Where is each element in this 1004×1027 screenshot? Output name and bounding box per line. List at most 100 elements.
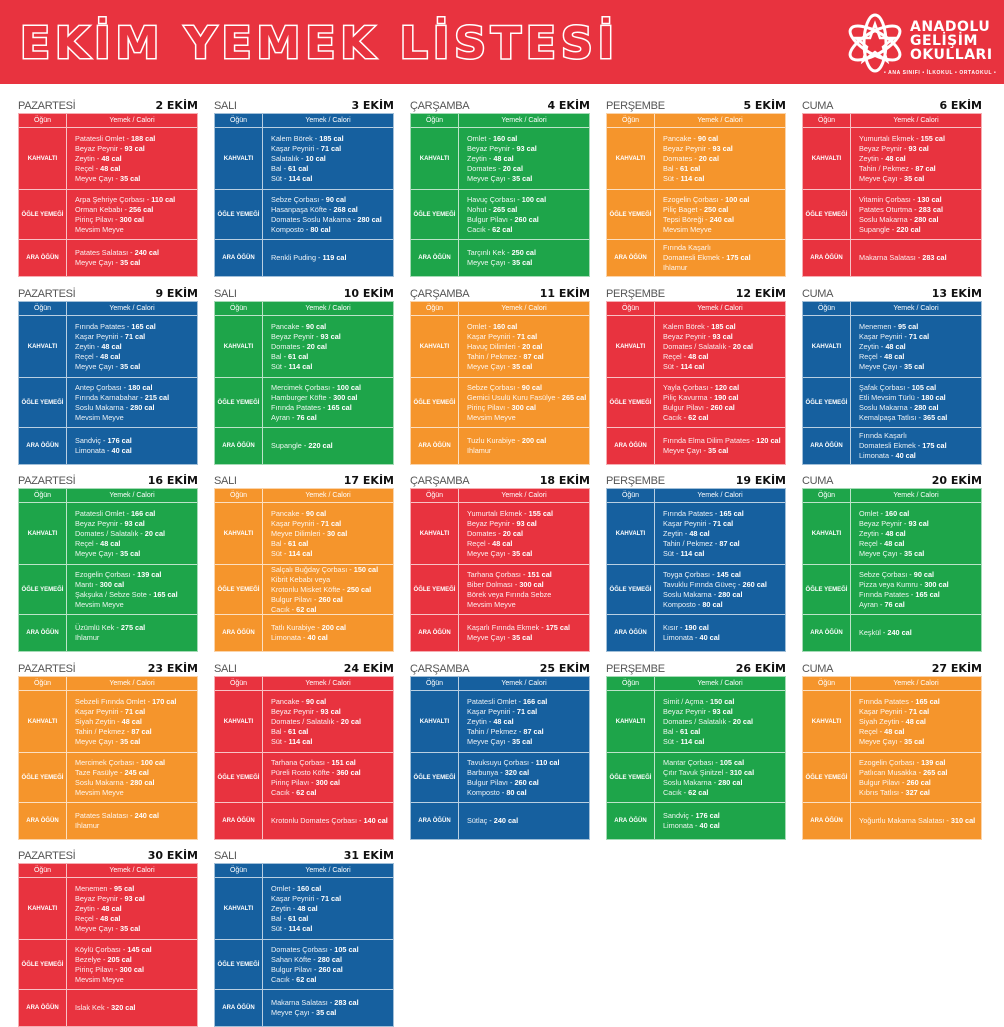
column-meal: Öğün <box>215 114 263 127</box>
food-calories: 93 cal <box>320 706 341 716</box>
separator: - <box>281 913 289 923</box>
food-name: Fırında Kaşarlı <box>859 431 907 440</box>
food-name: Süt <box>271 361 282 371</box>
separator: - <box>299 508 306 518</box>
separator: - <box>512 579 520 589</box>
separator: - <box>914 133 921 143</box>
separator: - <box>100 954 108 964</box>
snack-row: ARA ÖĞÜN Kısır - 190 cal Limonata - 40 cal <box>607 614 785 651</box>
food-calories: 139 cal <box>137 569 162 579</box>
food-item: Cacık - 62 cal <box>271 788 393 798</box>
table-header: Öğün Yemek / Calori <box>803 677 981 690</box>
separator: - <box>878 153 886 163</box>
food-calories: 90 cal <box>697 133 719 143</box>
food-calories: 48 cal <box>297 903 318 913</box>
food-calories: 280 cal <box>317 954 343 964</box>
table-header: Öğün Yemek / Calori <box>803 302 981 315</box>
food-name: Sahan Köfte <box>271 954 312 964</box>
food-item: Antep Çorbası - 180 cal <box>75 383 197 393</box>
separator: - <box>299 321 306 331</box>
food-calories: 151 cal <box>527 569 552 579</box>
food-calories: 71 cal <box>908 706 930 716</box>
snack-row: ARA ÖĞÜN Krotonlu Domates Çorbası - 140 c… <box>215 802 393 839</box>
table-header: Öğün Yemek / Calori <box>411 114 589 127</box>
food-calories: 35 cal <box>708 446 729 455</box>
food-calories: 145 cal <box>127 944 152 954</box>
food-list: Menemen - 95 cal Beyaz Peynir - 93 cal Zey… <box>67 878 197 939</box>
breakfast-row: KAHVALTI Patatesli Omlet - 166 cal Beyaz P… <box>19 502 197 564</box>
food-name: Soslu Makarna <box>663 589 712 599</box>
food-item: Meyve Çayı - 35 cal <box>75 362 197 372</box>
menu-table: Öğün Yemek / Calori KAHVALTI Menemen - 95 c… <box>802 301 982 465</box>
food-name: Reçel <box>75 538 94 548</box>
food-calories: 170 cal <box>152 696 177 706</box>
meal-label: ÖĞLE YEMEĞİ <box>803 378 851 427</box>
food-name: Limonata <box>663 821 694 830</box>
food-calories: 87 cal <box>523 351 544 361</box>
food-name: Komposto <box>663 599 696 609</box>
food-list: Ezogelin Çorbası - 100 cal Piliç Baget - … <box>655 190 785 239</box>
food-name: Kaşar Peyniri <box>663 518 707 528</box>
food-list: Makarna Salatası - 283 cal Meyve Çayı - 3… <box>263 990 393 1026</box>
separator: - <box>118 767 125 777</box>
separator: - <box>124 321 132 331</box>
menu-table: Öğün Yemek / Calori KAHVALTI Omlet - 160 ca… <box>802 488 982 652</box>
breakfast-row: KAHVALTI Pancake - 90 cal Kaşar Peyniri - … <box>215 502 393 564</box>
food-name: Pirinç Pilavı <box>75 964 114 974</box>
food-name: Piliç Baget <box>663 204 698 214</box>
food-item: Kemalpaşa Tatlısı - 365 cal <box>859 413 981 423</box>
food-item: Sebze Çorbası - 90 cal <box>467 383 589 393</box>
food-item: Beyaz Peynir - 93 cal <box>663 144 785 154</box>
food-item: Ezogelin Çorbası - 100 cal <box>663 195 785 205</box>
separator: - <box>706 331 713 341</box>
food-item: Tepsi Böreği - 240 cal <box>663 215 785 225</box>
food-name: Mevsim Meyve <box>663 224 712 234</box>
separator: - <box>315 623 322 632</box>
food-name: Renkli Puding <box>271 253 317 262</box>
food-item: Meyve Çayı - 35 cal <box>859 362 981 372</box>
food-calories: 105 cal <box>719 757 745 767</box>
food-calories: 300 cal <box>119 214 144 224</box>
food-item: Meyve Çayı - 35 cal <box>467 258 589 268</box>
separator: - <box>877 538 885 548</box>
food-name: Ezogelin Çorbası <box>75 569 131 579</box>
food-item: Pirinç Pilavı - 300 cal <box>75 965 197 975</box>
food-calories: 275 cal <box>120 623 146 632</box>
food-item: Supangle - 220 cal <box>859 225 981 235</box>
food-calories: 300 cal <box>519 579 544 589</box>
food-item: Bulgur Pilavı - 260 cal <box>271 595 393 605</box>
separator: - <box>324 757 332 767</box>
food-item: Beyaz Peynir - 93 cal <box>75 144 197 154</box>
separator: - <box>314 706 321 716</box>
meal-label: KAHVALTI <box>607 316 655 377</box>
food-item: Meyve Çayı - 35 cal <box>75 924 197 934</box>
separator: - <box>516 351 524 361</box>
food-item: Mevsim Meyve <box>75 600 197 610</box>
food-name: Kaşar Peyniri <box>859 706 903 716</box>
separator: - <box>107 883 114 893</box>
meal-label: KAHVALTI <box>411 691 459 752</box>
food-item: Omlet - 160 cal <box>467 322 589 332</box>
separator: - <box>144 194 152 204</box>
meal-label: ÖĞLE YEMEĞİ <box>215 753 263 802</box>
day-header: PERŞEMBE 19 EKİM <box>606 472 786 488</box>
food-list: Sebze Çorbası - 90 cal Hasanpaşa Köfte - … <box>263 190 393 239</box>
food-calories: 10 cal <box>305 153 326 163</box>
food-item: Zeytin - 48 cal <box>75 342 197 352</box>
food-item: Salatalık - 10 cal <box>271 154 393 164</box>
food-name: Cacık <box>663 787 682 797</box>
separator: - <box>138 392 145 402</box>
brand-tagline: • ANA SINIFI • İLKOKUL • ORTAOKUL • <box>884 70 997 76</box>
food-name: Bal <box>271 726 282 736</box>
food-calories: 35 cal <box>512 361 533 371</box>
food-item: Etli Mevsim Türlü - 180 cal <box>859 393 981 403</box>
food-name: Zeytin <box>75 341 95 351</box>
separator: - <box>311 594 319 604</box>
food-item: Bulgur Pilavı - 260 cal <box>663 403 785 413</box>
food-item: Bulgur Pilavı - 260 cal <box>859 778 981 788</box>
food-name: Omlet <box>467 321 487 331</box>
separator: - <box>673 361 681 371</box>
food-name: Beyaz Peynir <box>467 143 510 153</box>
column-meal: Öğün <box>215 864 263 877</box>
food-item: Domates Çorbası - 105 cal <box>271 945 393 955</box>
